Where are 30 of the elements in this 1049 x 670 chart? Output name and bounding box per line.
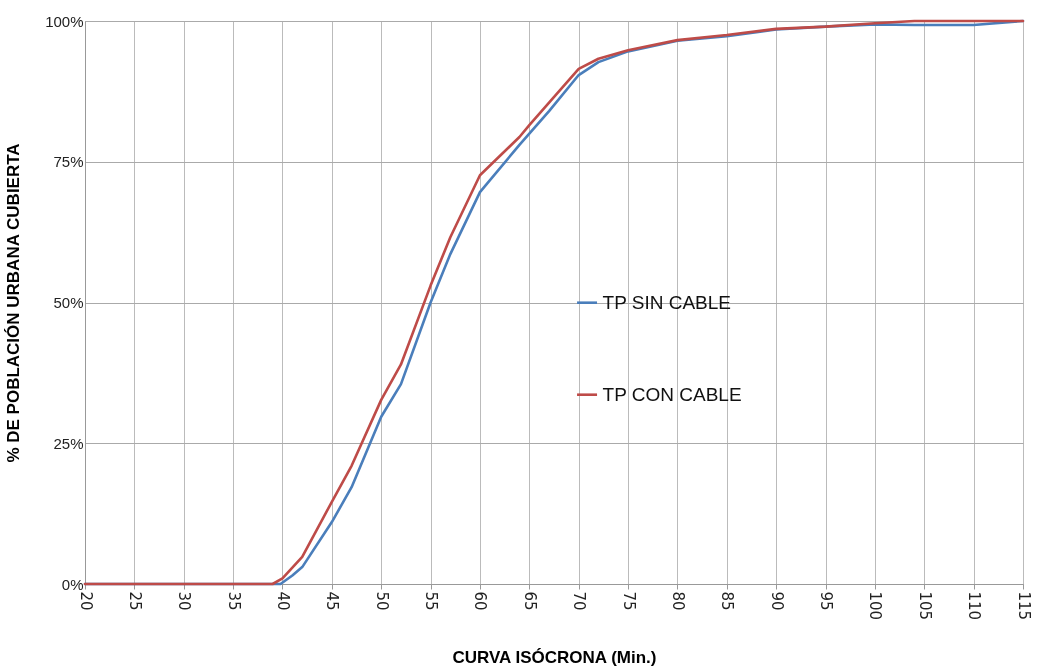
x-tick-label: 40 <box>273 591 292 611</box>
x-tick-label: 55 <box>422 591 441 611</box>
x-tick-label: 70 <box>570 591 589 611</box>
x-tick-label: 50 <box>372 591 391 611</box>
x-tick-label: 30 <box>175 591 194 611</box>
x-tick-label: 90 <box>767 591 786 611</box>
x-tick-label: 65 <box>520 591 539 611</box>
x-tick-label: 75 <box>619 591 638 611</box>
legend-label: TP CON CABLE <box>602 383 742 405</box>
x-tick-label: 95 <box>817 591 836 611</box>
y-axis-title: % DE POBLACIÓN URBANA CUBIERTA <box>4 143 24 463</box>
line-series <box>83 19 1025 586</box>
x-tick-label: 60 <box>471 591 490 611</box>
x-tick-label: 115 <box>1014 591 1033 621</box>
legend-label: TP SIN CABLE <box>602 291 732 313</box>
x-tick-label: 45 <box>323 591 342 611</box>
x-tick-label: 110 <box>965 591 984 621</box>
x-tick-label: 25 <box>125 591 144 611</box>
x-tick-label: 85 <box>718 591 737 611</box>
x-axis-title: CURVA ISÓCRONA (Min.) <box>452 648 657 668</box>
y-tick-label: 75% <box>53 153 84 171</box>
y-tick-label: 0% <box>61 575 84 593</box>
x-tick-label: 20 <box>76 591 95 611</box>
x-tick-label: 35 <box>224 591 243 611</box>
y-tick-label: 50% <box>53 294 84 311</box>
x-tick-label: 105 <box>915 591 934 621</box>
y-tick-label: 100% <box>45 12 84 30</box>
x-tick-label: 100 <box>866 591 885 621</box>
y-tick-label: 25% <box>53 434 84 452</box>
x-tick-label: 80 <box>668 591 687 611</box>
